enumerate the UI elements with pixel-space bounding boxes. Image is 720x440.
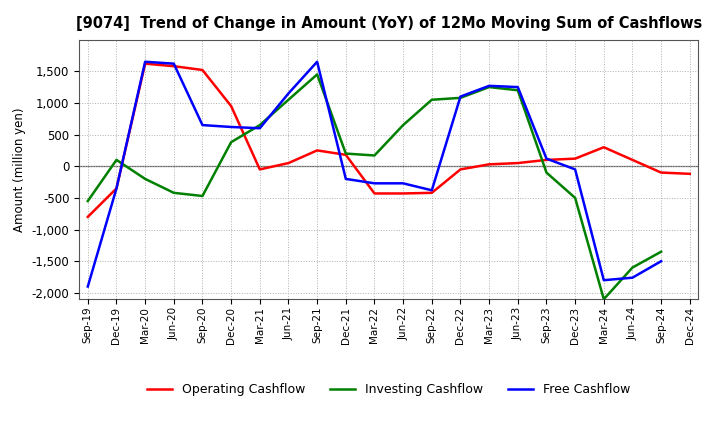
Free Cashflow: [485, 83, 493, 88]
Operating Cashflow: [542, 157, 551, 162]
Legend: Operating Cashflow, Investing Cashflow, Free Cashflow: Operating Cashflow, Investing Cashflow, …: [142, 378, 636, 401]
Free Cashflow: [141, 59, 150, 64]
Operating Cashflow: [685, 171, 694, 176]
Operating Cashflow: [513, 161, 522, 166]
Investing Cashflow: [256, 122, 264, 128]
Free Cashflow: [284, 91, 293, 96]
Free Cashflow: [542, 156, 551, 161]
Free Cashflow: [657, 259, 665, 264]
Investing Cashflow: [370, 153, 379, 158]
Free Cashflow: [198, 122, 207, 128]
Operating Cashflow: [456, 167, 465, 172]
Operating Cashflow: [485, 161, 493, 167]
Operating Cashflow: [571, 156, 580, 161]
Free Cashflow: [256, 125, 264, 131]
Investing Cashflow: [428, 97, 436, 103]
Title: [9074]  Trend of Change in Amount (YoY) of 12Mo Moving Sum of Cashflows: [9074] Trend of Change in Amount (YoY) o…: [76, 16, 702, 32]
Investing Cashflow: [84, 198, 92, 204]
Investing Cashflow: [571, 195, 580, 201]
Investing Cashflow: [112, 157, 121, 162]
Investing Cashflow: [485, 84, 493, 90]
Investing Cashflow: [513, 88, 522, 93]
Free Cashflow: [428, 187, 436, 193]
Investing Cashflow: [198, 193, 207, 198]
Operating Cashflow: [399, 191, 408, 196]
Operating Cashflow: [84, 214, 92, 220]
Investing Cashflow: [312, 72, 321, 77]
Investing Cashflow: [341, 151, 350, 156]
Operating Cashflow: [600, 145, 608, 150]
Investing Cashflow: [456, 95, 465, 100]
Line: Free Cashflow: Free Cashflow: [88, 62, 661, 286]
Investing Cashflow: [399, 122, 408, 128]
Free Cashflow: [112, 186, 121, 191]
Operating Cashflow: [312, 148, 321, 153]
Operating Cashflow: [198, 67, 207, 73]
Free Cashflow: [628, 275, 636, 280]
Operating Cashflow: [628, 157, 636, 162]
Operating Cashflow: [428, 190, 436, 195]
Operating Cashflow: [112, 186, 121, 191]
Operating Cashflow: [657, 170, 665, 175]
Investing Cashflow: [284, 97, 293, 103]
Free Cashflow: [456, 94, 465, 99]
Line: Operating Cashflow: Operating Cashflow: [88, 64, 690, 217]
Free Cashflow: [227, 125, 235, 130]
Free Cashflow: [513, 84, 522, 90]
Investing Cashflow: [628, 265, 636, 270]
Free Cashflow: [312, 59, 321, 64]
Investing Cashflow: [657, 249, 665, 254]
Free Cashflow: [399, 181, 408, 186]
Investing Cashflow: [141, 176, 150, 182]
Y-axis label: Amount (million yen): Amount (million yen): [13, 107, 26, 231]
Line: Investing Cashflow: Investing Cashflow: [88, 74, 661, 299]
Free Cashflow: [169, 61, 178, 66]
Investing Cashflow: [227, 139, 235, 145]
Free Cashflow: [600, 278, 608, 283]
Operating Cashflow: [370, 191, 379, 196]
Investing Cashflow: [600, 297, 608, 302]
Free Cashflow: [341, 176, 350, 182]
Operating Cashflow: [284, 161, 293, 166]
Operating Cashflow: [256, 167, 264, 172]
Investing Cashflow: [169, 190, 178, 195]
Investing Cashflow: [542, 170, 551, 175]
Operating Cashflow: [169, 63, 178, 69]
Free Cashflow: [84, 284, 92, 289]
Free Cashflow: [571, 167, 580, 172]
Operating Cashflow: [341, 152, 350, 158]
Operating Cashflow: [227, 103, 235, 109]
Operating Cashflow: [141, 61, 150, 66]
Free Cashflow: [370, 181, 379, 186]
